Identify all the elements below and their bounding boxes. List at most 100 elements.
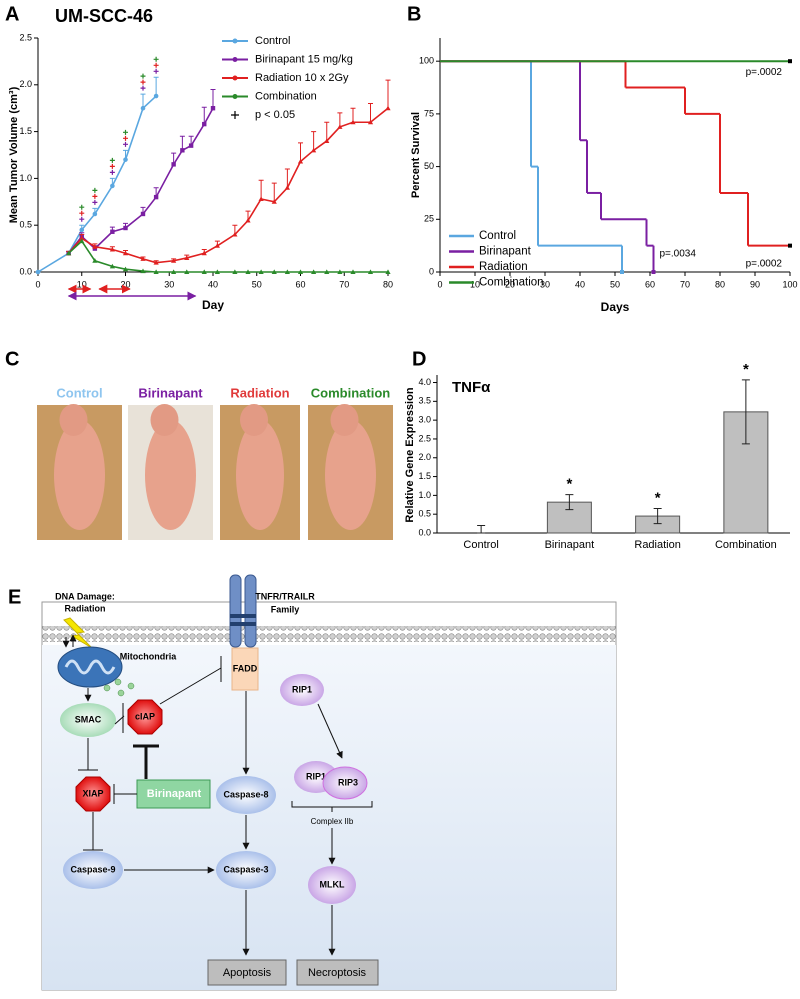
series-line bbox=[67, 107, 214, 254]
y-tick-label: 0.5 bbox=[418, 509, 431, 519]
node-label: RIP1 bbox=[306, 771, 326, 781]
y-tick-label: 1.5 bbox=[418, 471, 431, 481]
y-axis-label: Relative Gene Expression bbox=[404, 387, 416, 522]
error-bar bbox=[210, 88, 216, 109]
series-line bbox=[68, 239, 388, 273]
point bbox=[140, 105, 146, 111]
node-label: Radiation bbox=[64, 603, 105, 613]
photo-label: Combination bbox=[311, 385, 390, 400]
point bbox=[110, 183, 115, 189]
legend-label: Birinapant bbox=[479, 246, 532, 258]
significance-marker bbox=[92, 187, 98, 193]
significance-marker bbox=[92, 193, 98, 199]
series-line bbox=[68, 107, 389, 264]
point bbox=[284, 185, 290, 190]
point bbox=[122, 266, 129, 272]
y-tick-label: 1.0 bbox=[19, 173, 32, 183]
mouse bbox=[54, 420, 105, 530]
y-tick-label: 2.0 bbox=[19, 79, 32, 89]
significance-marker bbox=[140, 79, 146, 85]
receptor bbox=[229, 574, 257, 648]
y-tick-label: 0.0 bbox=[418, 527, 431, 537]
x-tick-label: Control bbox=[463, 539, 498, 551]
caspase-node bbox=[216, 851, 276, 889]
y-tick-label: 4.0 bbox=[418, 377, 431, 387]
point bbox=[140, 268, 146, 274]
point bbox=[232, 231, 238, 237]
y-tick-label: 0 bbox=[429, 266, 434, 276]
point bbox=[214, 243, 220, 248]
error-bar bbox=[140, 93, 146, 109]
error-bar bbox=[741, 379, 750, 445]
node-label: Caspase-8 bbox=[223, 789, 268, 799]
error-bar bbox=[565, 494, 574, 511]
legend-label: Radiation bbox=[479, 261, 528, 273]
point bbox=[140, 211, 146, 217]
node-label: Mitochondria bbox=[120, 651, 177, 661]
point bbox=[271, 269, 277, 274]
point bbox=[79, 227, 85, 233]
legend-label: Combination bbox=[479, 277, 544, 289]
point bbox=[92, 258, 98, 263]
ciap-node bbox=[127, 699, 163, 735]
point bbox=[122, 250, 129, 256]
significance-star: * bbox=[566, 476, 572, 493]
x-tick-label: Radiation bbox=[634, 539, 680, 551]
x-tick-label: 70 bbox=[339, 279, 349, 289]
smac-release bbox=[103, 678, 135, 697]
point bbox=[171, 162, 176, 167]
legend-marker bbox=[232, 38, 238, 44]
x-tick-label: 100 bbox=[782, 279, 797, 289]
node-label: DNA Damage: bbox=[55, 591, 115, 601]
birinapant-box bbox=[136, 779, 211, 809]
significance-marker bbox=[123, 135, 128, 141]
annotation: p=.0002 bbox=[746, 258, 783, 269]
point bbox=[350, 269, 356, 274]
y-tick-label: 3.5 bbox=[418, 396, 431, 406]
pathway-diagram: FADD TNFR/TRAILR Family DNA Damage: Radi… bbox=[41, 574, 617, 991]
significance-marker bbox=[109, 163, 115, 169]
node-label: SMAC bbox=[75, 714, 102, 724]
x-tick-label: 50 bbox=[252, 279, 262, 289]
error-bar bbox=[368, 103, 373, 123]
x-tick-label: 40 bbox=[208, 279, 218, 289]
panel-label: B bbox=[407, 3, 421, 25]
mouse-head bbox=[330, 404, 359, 436]
point bbox=[123, 225, 128, 231]
node-label: Birinapant bbox=[147, 788, 202, 800]
photo-label: Control bbox=[56, 385, 102, 400]
point bbox=[350, 119, 356, 125]
point bbox=[284, 269, 290, 274]
x-tick-label: 10 bbox=[77, 279, 87, 289]
legend-label: Radiation 10 x 2Gy bbox=[255, 72, 349, 84]
point bbox=[109, 246, 115, 252]
chart-title: TNFα bbox=[452, 379, 491, 396]
panel-label: A bbox=[5, 3, 19, 25]
point bbox=[171, 269, 177, 274]
significance-marker bbox=[153, 68, 159, 74]
survival-end bbox=[651, 270, 656, 274]
y-tick-label: 2.0 bbox=[418, 452, 431, 462]
y-tick-label: 50 bbox=[424, 161, 434, 171]
membrane bbox=[42, 626, 616, 642]
x-tick-label: 40 bbox=[575, 279, 585, 289]
smac-node bbox=[60, 703, 116, 737]
point bbox=[171, 258, 177, 263]
y-tick-label: 25 bbox=[424, 214, 434, 224]
annotation: p=.0034 bbox=[660, 249, 697, 260]
photo-label: Radiation bbox=[230, 385, 289, 400]
point bbox=[110, 229, 115, 234]
node-label: Family bbox=[271, 604, 300, 614]
significance-marker bbox=[109, 169, 115, 175]
x-tick-label: 20 bbox=[505, 279, 515, 289]
point bbox=[385, 105, 391, 111]
error-bar bbox=[153, 76, 159, 97]
point bbox=[92, 211, 98, 217]
legend-label: Combination bbox=[255, 90, 317, 102]
x-tick-label: 0 bbox=[35, 279, 40, 289]
point bbox=[258, 196, 264, 201]
point bbox=[367, 269, 374, 274]
legend-label: p < 0.05 bbox=[255, 109, 295, 121]
point bbox=[214, 269, 220, 274]
error-bar bbox=[311, 131, 317, 151]
